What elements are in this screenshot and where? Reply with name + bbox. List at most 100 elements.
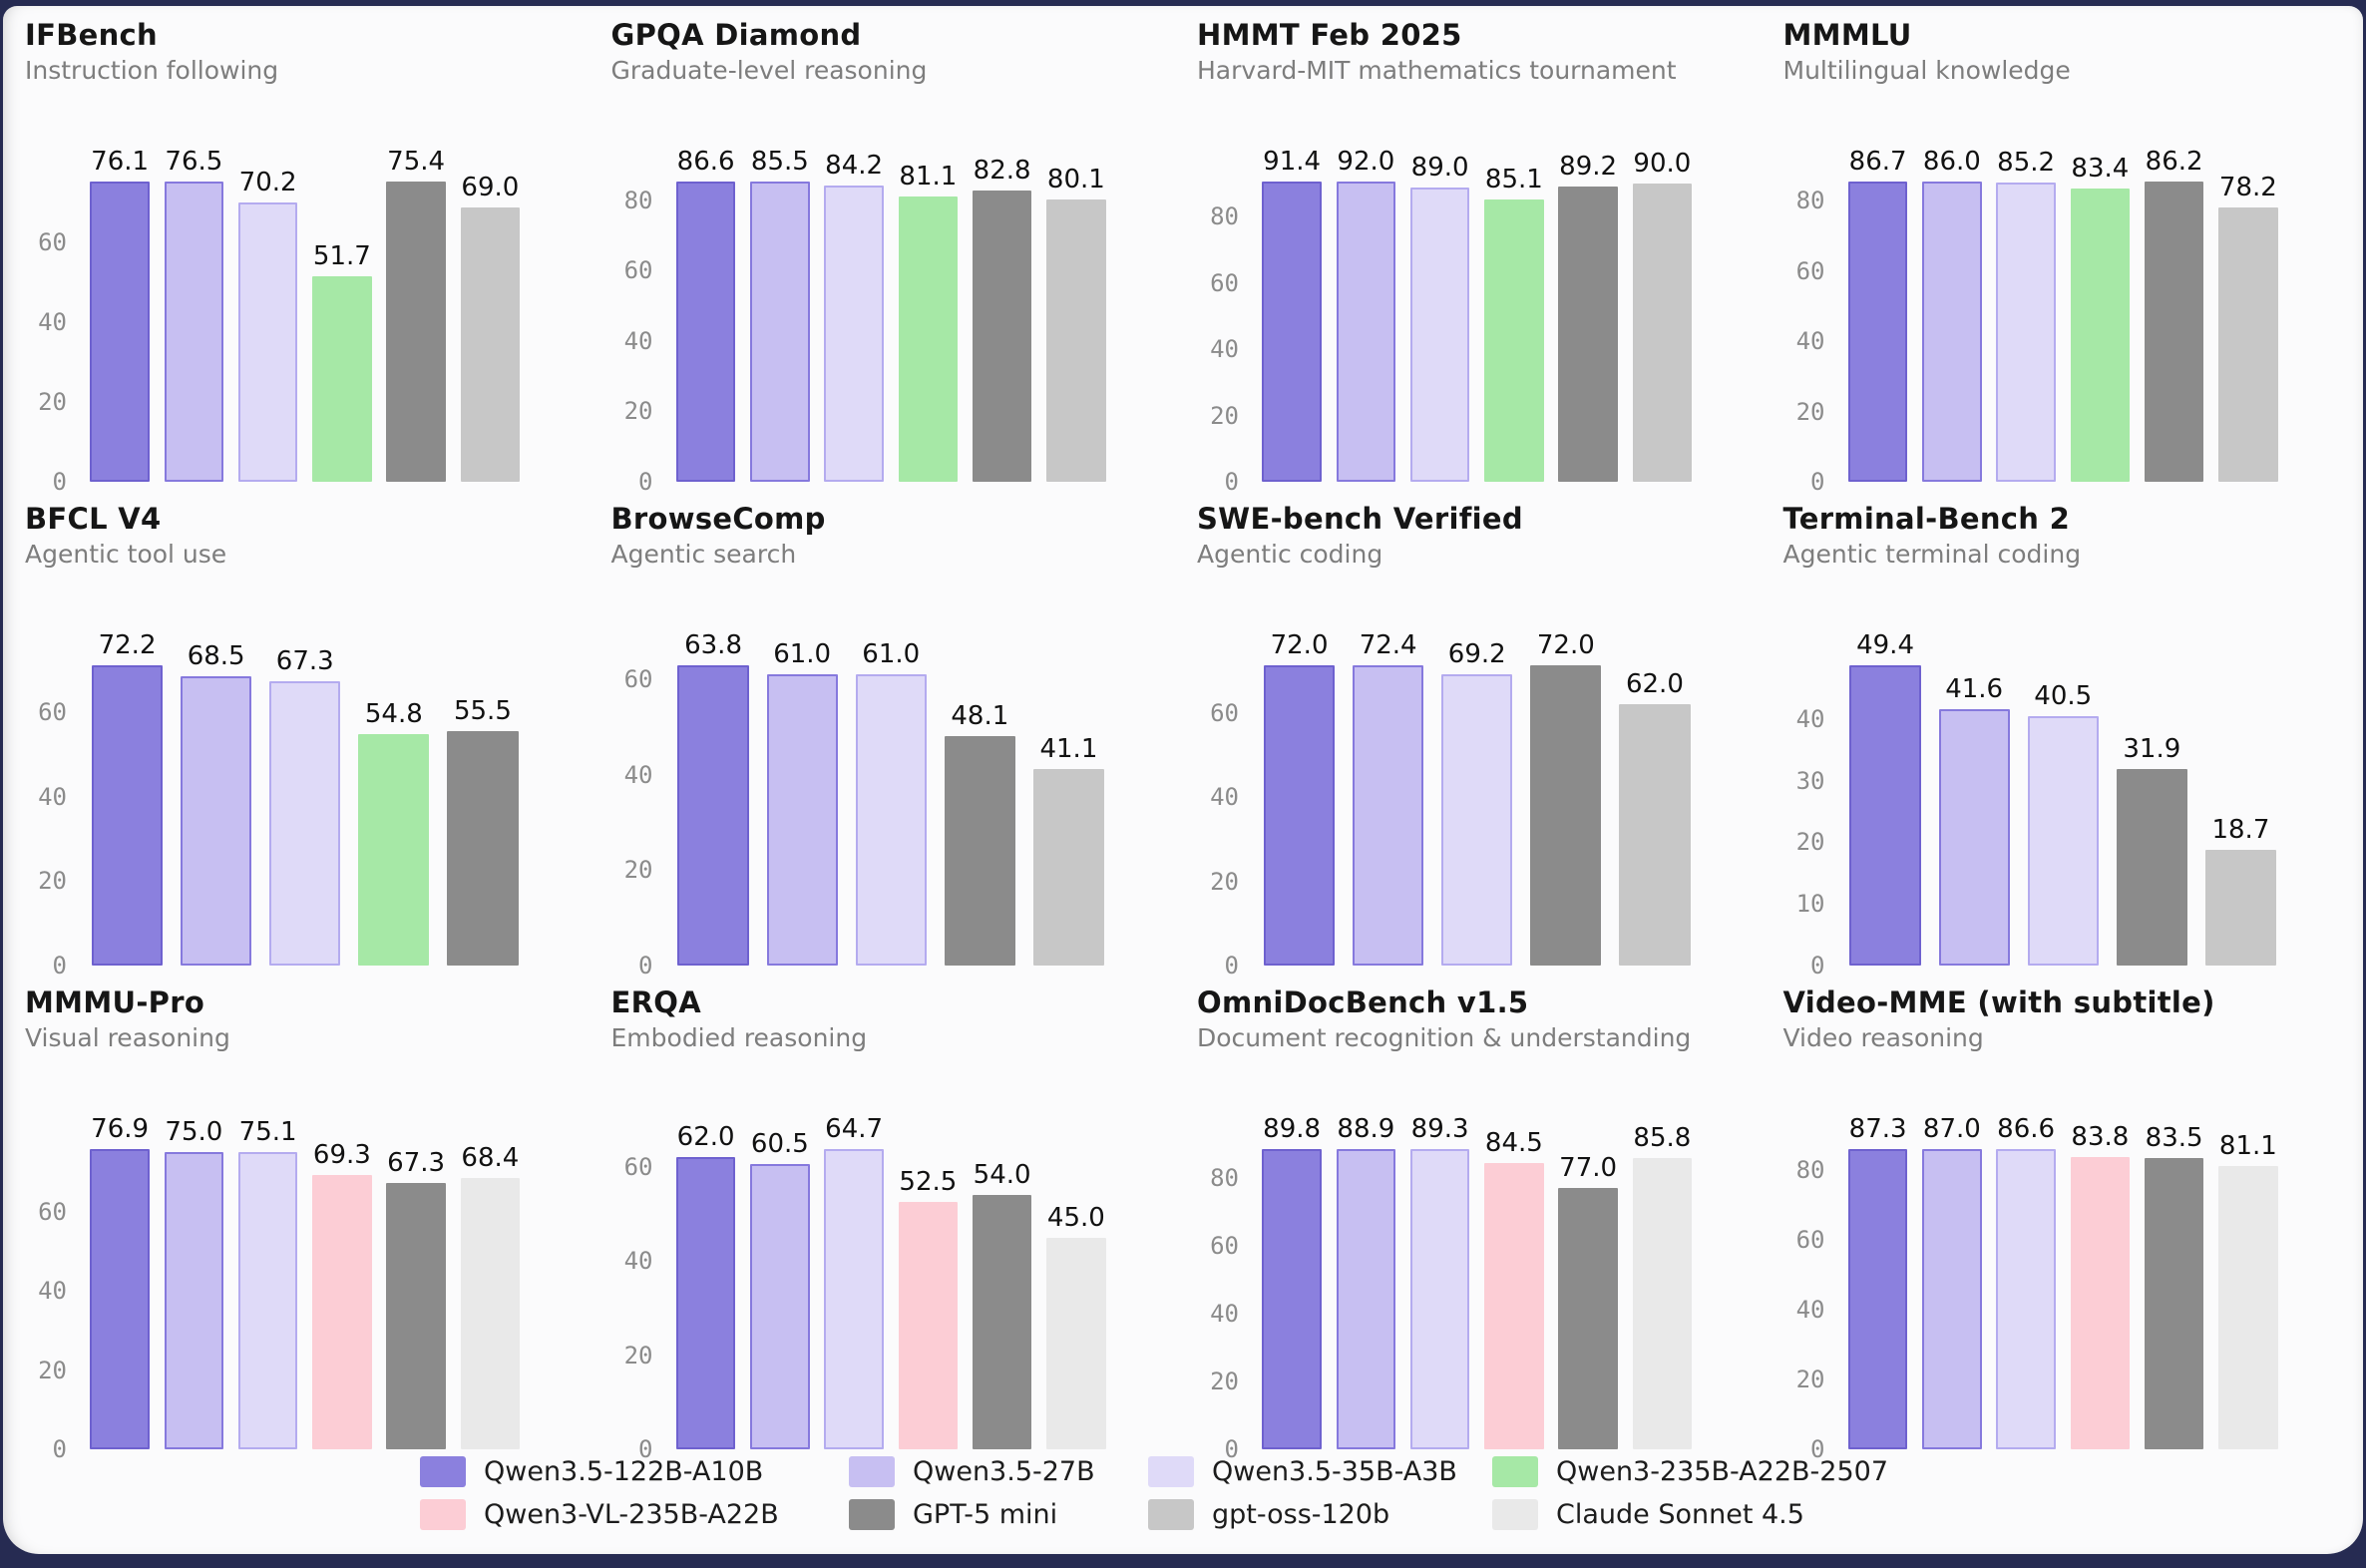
y-axis-tick: 10 [1795, 890, 1825, 919]
bar-slot: 84.5 [1477, 1114, 1551, 1449]
bar-slot: 91.4 [1255, 147, 1329, 482]
legend-label: Qwen3.5-122B-A10B [484, 1456, 764, 1487]
chart-title: HMMT Feb 2025 [1197, 18, 1462, 52]
bar-value-label: 75.1 [238, 1116, 297, 1147]
bar-value-label: 86.2 [2145, 147, 2203, 177]
bar [1409, 1149, 1470, 1449]
bar [164, 1152, 224, 1449]
legend-item: Claude Sonnet 4.5 [1492, 1499, 1946, 1530]
y-axis-tick: 20 [1795, 1366, 1825, 1394]
chart-subtitle: Harvard-MIT mathematics tournament [1197, 56, 1677, 85]
bar-slot: 87.0 [1915, 1114, 1989, 1449]
y-axis-tick: 0 [1224, 952, 1239, 980]
bar-slot: 61.0 [758, 630, 847, 966]
chart-title: GPQA Diamond [610, 18, 862, 52]
plot-area: 0 20 40 60 80 86.6 85.5 84.2 81.1 82.8 80.1 [611, 147, 1184, 495]
dashboard-card: IFBench Instruction following 0 20 40 60 76.1 7… [3, 6, 2363, 1554]
y-axis-tick: 20 [38, 1356, 67, 1384]
bar-slot: 70.2 [231, 147, 305, 482]
bar [386, 182, 446, 482]
y-axis-tick: 60 [623, 664, 653, 693]
y-axis-tick: 20 [1210, 1367, 1239, 1395]
bar [1263, 665, 1336, 966]
bars-group: 76.1 76.5 70.2 51.7 75.4 69.0 [83, 147, 528, 482]
bar-slot: 72.0 [1521, 630, 1610, 966]
bar-slot: 83.5 [2138, 1114, 2211, 1449]
chart-subtitle: Visual reasoning [25, 1023, 230, 1052]
bar-slot: 84.2 [817, 147, 891, 482]
bar-value-label: 83.5 [2145, 1122, 2203, 1153]
bar-slot: 76.5 [157, 147, 230, 482]
bar [898, 196, 959, 482]
bar-value-label: 83.8 [2071, 1121, 2130, 1152]
bar [1849, 665, 1921, 966]
bar [1558, 186, 1618, 482]
bar [2204, 850, 2277, 966]
bar-value-label: 84.5 [1484, 1127, 1543, 1158]
bar-value-label: 91.4 [1263, 147, 1322, 177]
y-axis: 0 20 40 60 [611, 1114, 659, 1462]
legend-row: Qwen3.5-122B-A10B Qwen3.5-27B Qwen3.5-35B-… [420, 1456, 1946, 1487]
chart-title: Terminal-Bench 2 [1782, 502, 2071, 536]
y-axis-tick: 40 [1795, 1296, 1825, 1325]
legend-swatch [420, 1499, 466, 1530]
y-axis: 0 20 40 60 80 [1197, 1114, 1245, 1462]
bar-slot: 40.5 [2019, 630, 2108, 966]
legend-swatch [1148, 1456, 1194, 1487]
bar-value-label: 81.1 [899, 161, 958, 192]
bars-group: 87.3 87.0 86.6 83.8 83.5 81.1 [1841, 1114, 2286, 1449]
chart-panel: OmniDocBench v1.5 Document recognition & … [1183, 976, 1770, 1462]
chart-title: SWE-bench Verified [1197, 502, 1523, 536]
legend-item: Qwen3-VL-235B-A22B [420, 1499, 849, 1530]
bar-slot: 77.0 [1551, 1114, 1625, 1449]
bar-value-label: 80.1 [1046, 165, 1105, 196]
bar-slot: 83.4 [2063, 147, 2137, 482]
chart-subtitle: Agentic tool use [25, 540, 227, 569]
y-axis-tick: 0 [638, 952, 653, 980]
plot-area: 0 20 40 60 80 91.4 92.0 89.0 85.1 89.2 90.0 [1197, 147, 1770, 495]
y-axis-tick: 60 [1210, 698, 1239, 727]
bar-value-label: 72.0 [1536, 630, 1595, 660]
bar-value-label: 86.7 [1848, 147, 1907, 177]
bar [1938, 708, 2010, 966]
bar-value-label: 69.0 [461, 172, 520, 202]
bar-slot: 86.6 [669, 147, 743, 482]
plot-area: 0 20 40 60 76.1 76.5 70.2 51.7 75.4 69.0 [25, 147, 597, 495]
bar-value-label: 70.2 [238, 167, 297, 197]
bar [1046, 199, 1106, 482]
bar-slot: 89.3 [1403, 1114, 1477, 1449]
y-axis-tick: 0 [52, 468, 67, 496]
y-axis-tick: 40 [1795, 327, 1825, 356]
bar [2070, 1156, 2131, 1449]
y-axis-tick: 20 [623, 856, 653, 885]
y-axis-tick: 60 [1210, 268, 1239, 297]
bar-slot: 82.8 [966, 147, 1039, 482]
legend-item: GPT-5 mini [849, 1499, 1148, 1530]
bar-slot: 86.7 [1841, 147, 1915, 482]
bar-value-label: 89.3 [1410, 1114, 1469, 1144]
legend-swatch [420, 1456, 466, 1487]
bar-slot: 89.8 [1255, 1114, 1329, 1449]
bar-value-label: 76.5 [165, 147, 223, 177]
plot-area: 0 20 40 60 72.0 72.4 69.2 72.0 62.0 [1197, 630, 1770, 979]
y-axis-tick: 20 [1795, 828, 1825, 857]
bar [972, 1195, 1032, 1449]
y-axis-tick: 80 [1795, 1156, 1825, 1185]
y-axis-tick: 0 [1810, 1435, 1825, 1463]
chart-panel: BrowseComp Agentic search 0 20 40 60 63.8 61.0 6… [597, 492, 1184, 980]
bar-slot: 67.3 [260, 630, 349, 966]
bar-slot: 81.1 [2211, 1114, 2285, 1449]
bar [824, 186, 884, 482]
y-axis-tick: 40 [1210, 1299, 1239, 1328]
bar-value-label: 62.0 [1625, 669, 1684, 700]
y-axis-tick: 60 [38, 228, 67, 257]
y-axis-tick: 60 [38, 698, 67, 727]
bar-value-label: 92.0 [1337, 147, 1395, 177]
legend-item: Qwen3.5-122B-A10B [420, 1456, 849, 1487]
bar-slot: 76.9 [83, 1114, 157, 1449]
bar [766, 673, 838, 966]
bar-slot: 86.2 [2138, 147, 2211, 482]
bar [1046, 1237, 1106, 1449]
y-axis-tick: 60 [1795, 1226, 1825, 1255]
legend-label: Qwen3-235B-A22B-2507 [1556, 1456, 1888, 1487]
